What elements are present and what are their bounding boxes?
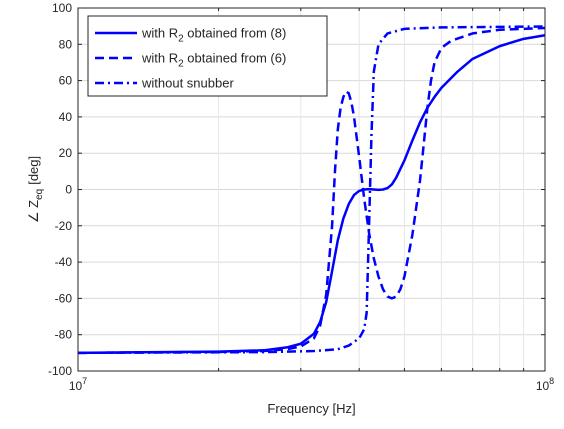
- legend-label-subscript: 2: [178, 34, 184, 45]
- series-line-3: [77, 25, 546, 355]
- x-tick-label: 107: [69, 376, 87, 393]
- series-line-2: [77, 26, 546, 355]
- y-tick-label: 80: [59, 37, 73, 51]
- y-tick-label: 0: [65, 183, 72, 197]
- x-tick-base: 10: [536, 379, 550, 393]
- axis-ticks: [77, 7, 546, 372]
- y-tick-label: -20: [55, 219, 73, 233]
- y-axis-label-subscript: eq: [34, 189, 45, 200]
- y-tick-label: 60: [59, 74, 73, 88]
- x-tick-exponent: 8: [549, 376, 554, 386]
- legend: with R2 obtained from (8)with R2 obtaine…: [87, 15, 328, 97]
- legend-label-part: with R: [141, 51, 178, 66]
- y-tick-label: 40: [59, 110, 73, 124]
- legend-label-3: without snubber: [141, 76, 234, 91]
- y-tick-label: -40: [55, 255, 73, 269]
- x-tick-label: 108: [536, 376, 554, 393]
- y-tick-label: 20: [59, 146, 73, 160]
- legend-label-part: obtained from (8): [184, 26, 287, 41]
- legend-label-1: with R2 obtained from (8): [141, 26, 286, 45]
- legend-label-part: without snubber: [141, 76, 234, 91]
- x-tick-exponent: 7: [82, 376, 87, 386]
- legend-label-part: obtained from (6): [184, 51, 287, 66]
- y-axis-label-main: ∠ Z: [26, 200, 41, 223]
- series-line-1: [77, 33, 546, 355]
- y-axis-label: ∠ Zeq [deg]: [26, 156, 45, 223]
- x-axis-label: Frequency [Hz]: [267, 401, 355, 416]
- x-tick-base: 10: [69, 379, 83, 393]
- y-tick-label: -60: [55, 291, 73, 305]
- legend-label-2: with R2 obtained from (6): [141, 51, 286, 70]
- series-group: [77, 25, 546, 355]
- legend-label-part: with R: [141, 26, 178, 41]
- y-tick-labels: -100 -80 -60 -40 -20 0 20 40 60 80 100: [48, 1, 72, 378]
- y-tick-label: 100: [52, 1, 72, 15]
- y-tick-label: -100: [48, 364, 72, 378]
- legend-label-subscript: 2: [178, 59, 184, 70]
- y-tick-label: -80: [55, 328, 73, 342]
- x-tick-labels: 107 108: [69, 376, 554, 393]
- y-axis-label-unit: [deg]: [26, 156, 41, 185]
